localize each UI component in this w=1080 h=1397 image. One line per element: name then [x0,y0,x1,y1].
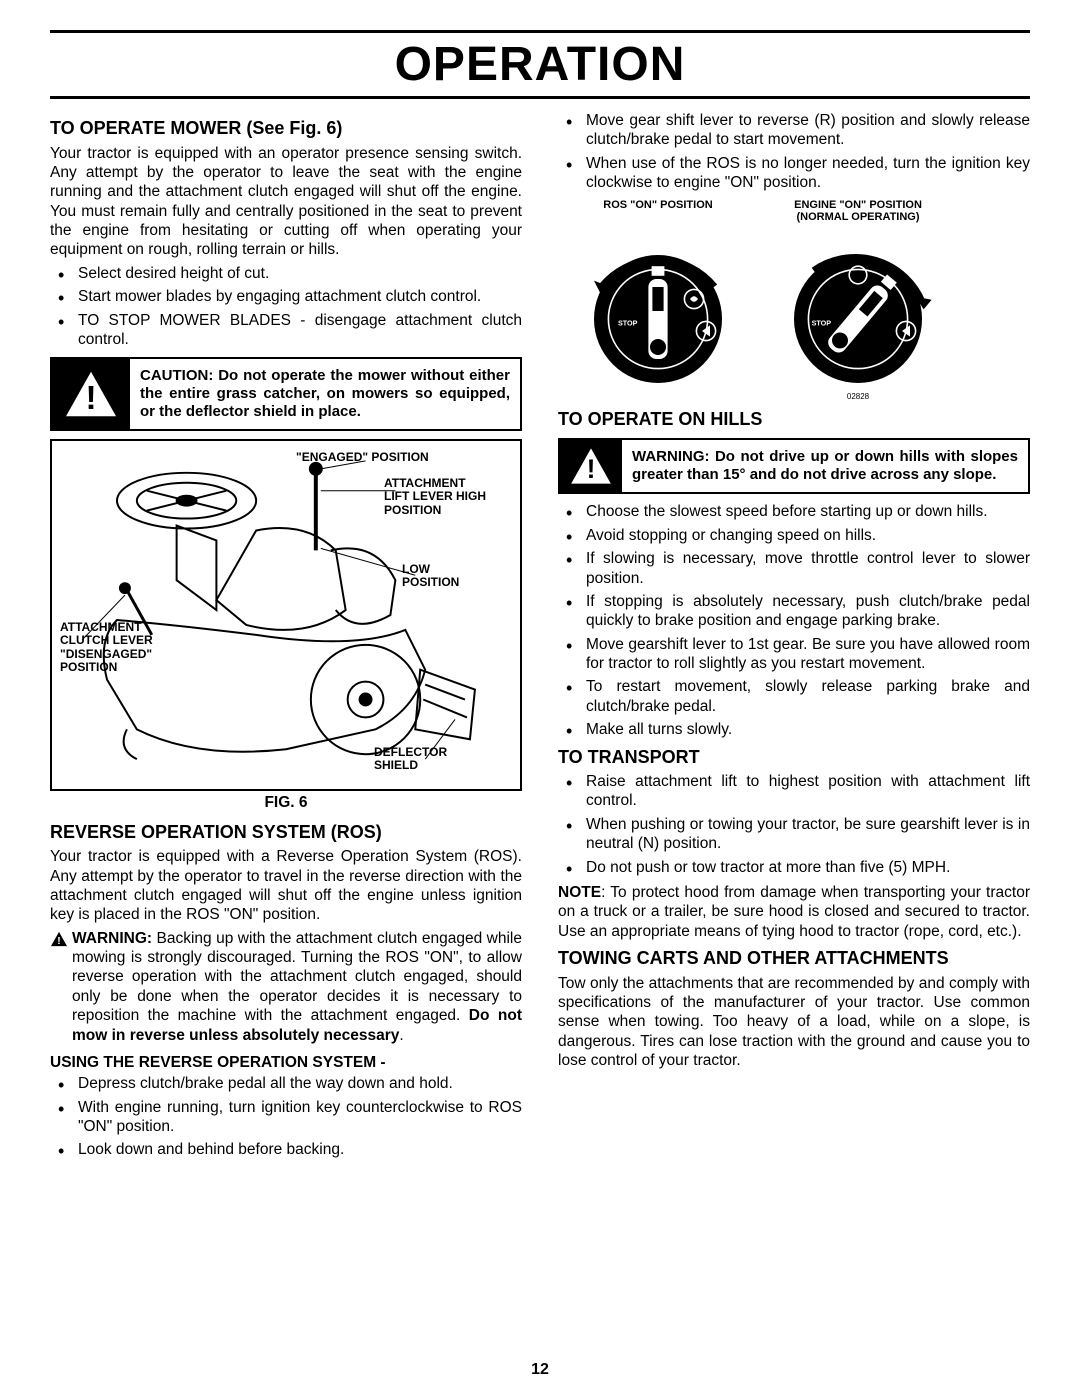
engine-on-dial-icon: STOP [778,231,938,391]
list-item: When pushing or towing your tractor, be … [558,815,1030,854]
para-operate-mower: Your tractor is equipped with an operato… [50,144,522,260]
svg-text:!: ! [587,454,596,484]
heading-transport: TO TRANSPORT [558,746,1030,769]
list-item: To restart movement, slowly release park… [558,677,1030,716]
right-column: Move gear shift lever to reverse (R) pos… [558,111,1030,1166]
svg-text:STOP: STOP [812,318,832,327]
svg-text:STOP: STOP [618,318,638,327]
heading-operate-mower: TO OPERATE MOWER (See Fig. 6) [50,117,522,140]
fig-label: DEFLECTOR SHIELD [374,746,474,772]
list-item: TO STOP MOWER BLADES - disengage attachm… [50,311,522,350]
top-rule [50,30,1030,33]
page-number: 12 [0,1361,1080,1379]
heading-using-ros: USING THE REVERSE OPERATION SYSTEM - [50,1053,522,1072]
dial-caption: ENGINE "ON" POSITION(NORMAL OPERATING) [778,199,938,225]
fig-label: ATTACHMENT LIFT LEVER HIGH POSITION [384,477,494,517]
fig-label: "ENGAGED" POSITION [296,451,429,464]
left-column: TO OPERATE MOWER (See Fig. 6) Your tract… [50,111,522,1166]
list-item: Choose the slowest speed before starting… [558,502,1030,521]
fig-label: ATTACHMENT CLUTCH LEVER "DISENGAGED" POS… [60,621,170,674]
ros-warning: ! WARNING: Backing up with the attachmen… [50,929,522,1045]
list-item: Move gear shift lever to reverse (R) pos… [558,111,1030,150]
caution-icon: ! [52,359,130,429]
list-item: Raise attachment lift to highest positio… [558,772,1030,811]
hills-warning-text: WARNING: Do not drive up or down hills w… [622,440,1028,492]
ros-on-dial-icon: STOP [578,231,738,391]
figure-6: "ENGAGED" POSITION ATTACHMENT LIFT LEVER… [50,439,522,791]
warning-triangle-icon: ! [50,931,68,947]
dial-engine-on: ENGINE "ON" POSITION(NORMAL OPERATING) [778,199,938,402]
svg-text:!: ! [85,380,96,417]
list-item: Move gearshift lever to 1st gear. Be sur… [558,635,1030,674]
list-item: Depress clutch/brake pedal all the way d… [50,1074,522,1093]
ignition-dials: ROS "ON" POSITION STOP [578,199,1030,402]
heading-towing: TOWING CARTS AND OTHER ATTACHMENTS [558,947,1030,970]
heading-hills: TO OPERATE ON HILLS [558,408,1030,431]
list-item: If stopping is absolutely necessary, pus… [558,592,1030,631]
list-item: Select desired height of cut. [50,264,522,283]
list-operate-mower: Select desired height of cut. Start mowe… [50,264,522,350]
figure-caption: FIG. 6 [50,793,522,812]
list-item: Make all turns slowly. [558,720,1030,739]
two-column-layout: TO OPERATE MOWER (See Fig. 6) Your tract… [50,111,1030,1166]
fig-label: LOW POSITION [402,563,482,589]
list-item: Do not push or tow tractor at more than … [558,858,1030,877]
title-underline [50,96,1030,99]
list-item: Avoid stopping or changing speed on hill… [558,526,1030,545]
list-hills: Choose the slowest speed before starting… [558,502,1030,739]
dial-ros: ROS "ON" POSITION STOP [578,199,738,396]
list-using-ros: Depress clutch/brake pedal all the way d… [50,1074,522,1160]
list-transport: Raise attachment lift to highest positio… [558,772,1030,877]
list-ros-continued: Move gear shift lever to reverse (R) pos… [558,111,1030,193]
list-item: Start mower blades by engaging attachmen… [50,287,522,306]
caution-text: CAUTION: Do not operate the mower withou… [130,359,520,429]
dial-caption: ROS "ON" POSITION [578,199,738,225]
para-ros: Your tractor is equipped with a Reverse … [50,847,522,925]
caution-box: ! CAUTION: Do not operate the mower with… [50,357,522,431]
transport-note: NOTE: To protect hood from damage when t… [558,883,1030,941]
list-item: Look down and behind before backing. [50,1140,522,1159]
list-item: With engine running, turn ignition key c… [50,1098,522,1137]
heading-ros: REVERSE OPERATION SYSTEM (ROS) [50,821,522,844]
para-towing: Tow only the attachments that are recomm… [558,974,1030,1071]
warning-label: WARNING: [72,930,152,947]
list-item: If slowing is necessary, move throttle c… [558,549,1030,588]
list-item: When use of the ROS is no longer needed,… [558,154,1030,193]
page-title: OPERATION [50,37,1030,92]
diagram-number: 02828 [778,392,938,402]
svg-text:!: ! [57,935,60,946]
warning-icon: ! [560,440,622,492]
hills-warning-box: ! WARNING: Do not drive up or down hills… [558,438,1030,494]
